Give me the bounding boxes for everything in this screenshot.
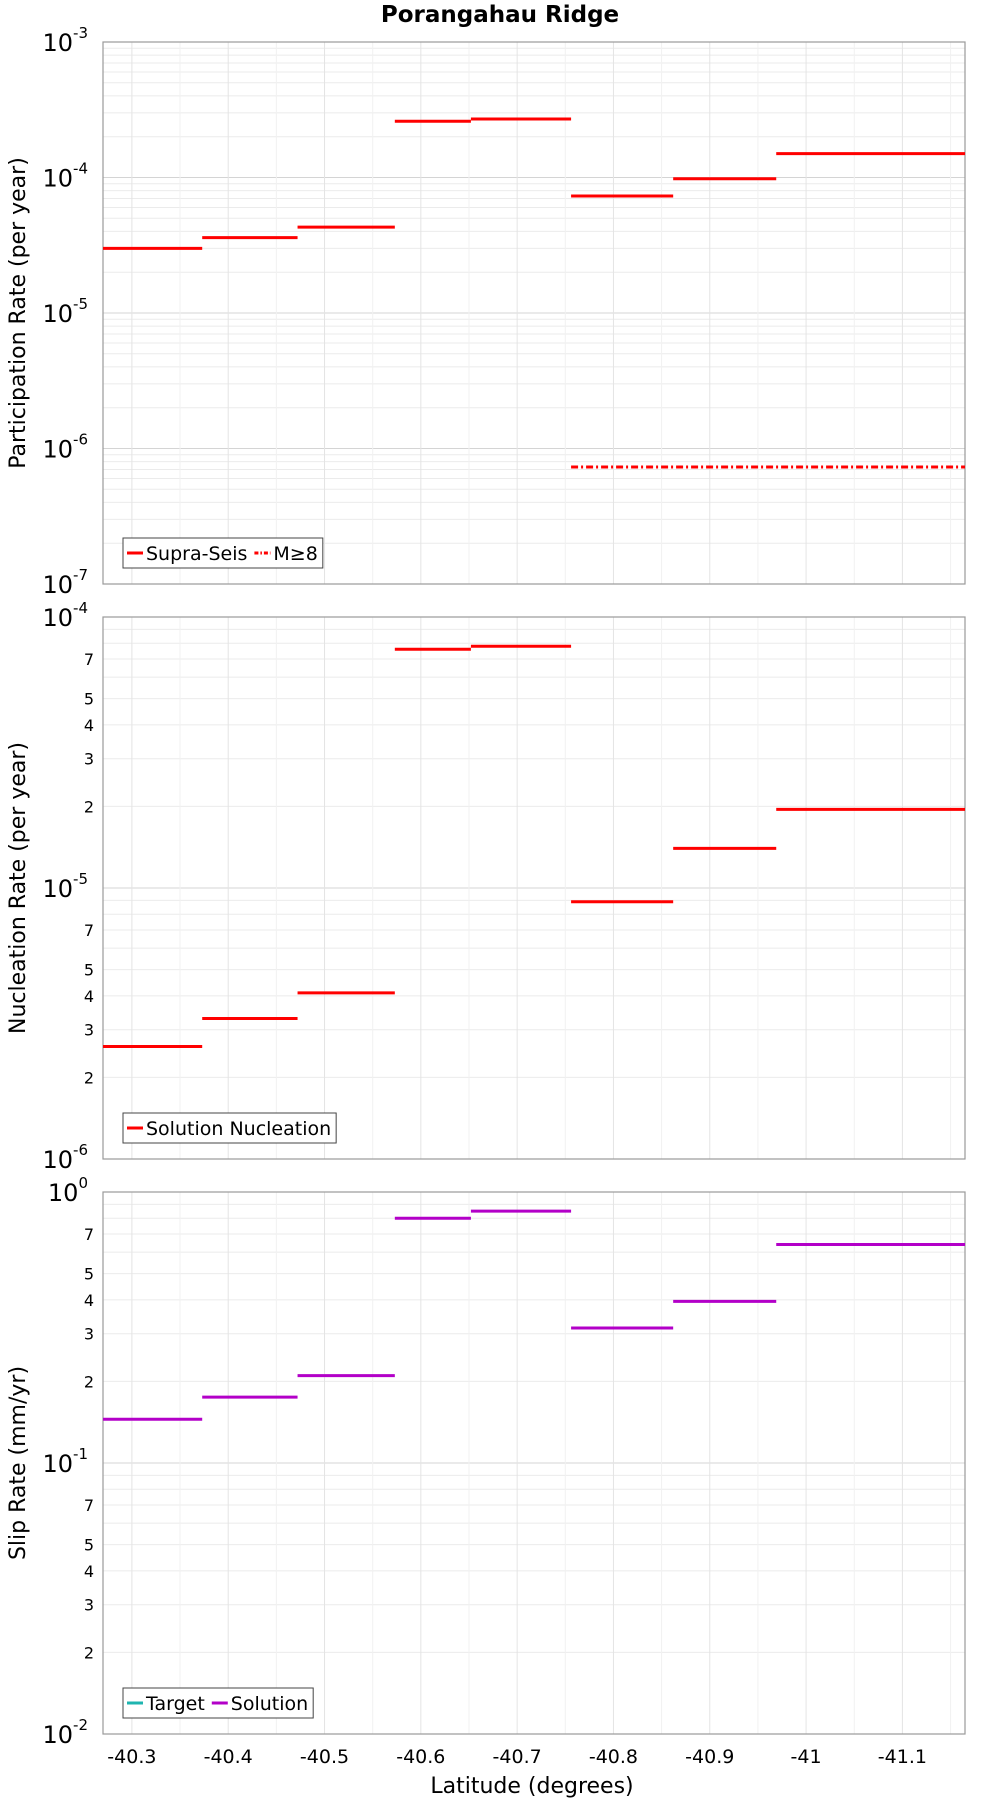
x-tick-label: -40.3 [107,1746,156,1768]
y-minor-tick-label: 4 [84,987,94,1006]
y-minor-tick-label: 2 [84,1643,94,1662]
y-tick-label: 10-3 [42,24,88,57]
y-axis-label: Participation Rate (per year) [6,157,31,469]
chart-panel-1: 10-3 10-4 10-5 10-6 10-7 Participation Rate (… [6,24,966,599]
x-tick-label: -40.9 [685,1746,734,1768]
y-minor-tick-label: 4 [84,1291,94,1310]
legend-label: Solution [231,1693,308,1715]
legend-box [122,1112,337,1144]
y-tick-label: 10-5 [42,870,88,903]
y-minor-tick-label: 5 [84,1265,94,1284]
chart-panel-3: 100 10-1 10-2 7 5 4 3 2 7 5 4 3 2 Slip Rate (mm/yr) -4… [6,1174,966,1768]
x-tick-label: -40.8 [589,1746,638,1768]
chart-title: Porangahau Ridge [381,2,619,28]
y-minor-tick-label: 5 [84,1536,94,1555]
y-minor-tick-label: 5 [84,690,94,709]
y-minor-tick-label: 7 [84,1496,94,1515]
y-minor-tick-label: 4 [84,716,94,735]
y-axis-label: Nucleation Rate (per year) [6,742,31,1034]
y-tick-label: 10-5 [42,295,88,328]
x-tick-label: -40.5 [300,1746,349,1768]
x-axis-label: Latitude (degrees) [430,1774,633,1799]
y-minor-tick-label: 3 [84,1021,94,1040]
y-minor-tick-label: 2 [84,1372,94,1391]
plot-border [102,41,966,585]
x-tick-label: -40.7 [493,1746,542,1768]
y-minor-tick-label: 7 [84,650,94,669]
y-tick-label: 10-4 [42,160,88,193]
y-minor-tick-label: 5 [84,961,94,980]
y-tick-label: 10-6 [42,431,88,464]
y-axis-label: Slip Rate (mm/yr) [6,1366,31,1560]
x-tick-label: -41 [791,1746,822,1768]
y-tick-label: 10-2 [42,1716,88,1749]
legend-box [122,537,324,569]
y-minor-tick-label: 3 [84,750,94,769]
legend: Solution Nucleation [122,1112,337,1144]
x-tick-label: -40.4 [204,1746,253,1768]
y-minor-tick-label: 7 [84,1225,94,1244]
y-tick-label: 100 [48,1174,88,1207]
legend: Supra-Seis M≥8 [122,537,324,569]
plot-border [102,616,966,1160]
y-minor-tick-label: 3 [84,1325,94,1344]
y-minor-tick-label: 7 [84,921,94,940]
legend-label: Solution Nucleation [146,1118,331,1140]
plot-border [102,1191,966,1735]
legend: Target Solution [122,1687,314,1719]
legend-label: Supra-Seis [146,543,247,565]
y-tick-label: 10-4 [42,599,88,632]
y-minor-tick-label: 2 [84,797,94,816]
y-tick-label: 10-6 [42,1141,88,1174]
y-tick-label: 10-1 [42,1445,88,1478]
legend-label: Target [145,1693,205,1715]
x-tick-label: -40.6 [396,1746,445,1768]
y-minor-tick-label: 4 [84,1562,94,1581]
chart-panel-2: 10-4 10-5 10-6 7 5 4 3 2 7 5 4 3 2 Nucleation Rate (p… [6,599,966,1174]
x-tick-label: -41.1 [878,1746,927,1768]
y-tick-label: 10-7 [42,566,88,599]
legend-label: M≥8 [273,543,317,565]
y-minor-tick-label: 3 [84,1596,94,1615]
y-minor-tick-label: 2 [84,1068,94,1087]
